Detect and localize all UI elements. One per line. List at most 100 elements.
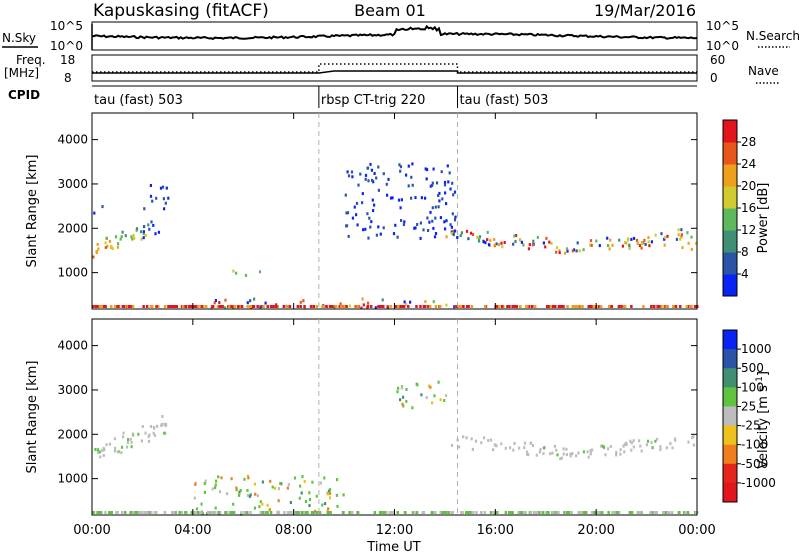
scatter-cell — [293, 476, 297, 480]
scatter-cell — [632, 445, 635, 449]
scatter-cell — [165, 186, 168, 190]
scatter-cell — [455, 305, 458, 308]
scatter-cell — [449, 223, 452, 227]
scatter-cell — [372, 209, 375, 213]
scatter-cell — [445, 219, 448, 223]
scatter-cell — [405, 399, 408, 403]
scatter-cell — [300, 511, 304, 514]
scatter-cell — [148, 511, 151, 514]
scatter-cell — [630, 441, 633, 445]
scatter-cell — [596, 511, 599, 514]
scatter-cell — [131, 305, 135, 308]
scatter-cell — [344, 193, 347, 197]
scatter-cell — [289, 501, 292, 504]
noise-right-tick-bottom: 10^0 — [706, 39, 739, 53]
colorbar-tick-label: 20 — [741, 179, 756, 193]
colorbar-tick-label: 8 — [741, 245, 749, 259]
scatter-cell — [390, 511, 394, 514]
scatter-cell — [312, 305, 315, 308]
scatter-cell — [562, 452, 565, 456]
scatter-cell — [537, 511, 541, 514]
scatter-cell — [476, 235, 479, 239]
scatter-cell — [275, 305, 278, 308]
scatter-cell — [564, 251, 567, 255]
scatter-cell — [513, 305, 517, 308]
scatter-cell — [265, 511, 268, 514]
scatter-cell — [650, 441, 653, 444]
scatter-cell — [511, 511, 514, 514]
scatter-cell — [121, 511, 124, 514]
scatter-cell — [454, 229, 457, 233]
scatter-cell — [555, 246, 559, 250]
scatter-cell — [440, 170, 443, 174]
scatter-cell — [559, 305, 562, 308]
scatter-cell — [389, 305, 392, 308]
scatter-cell — [240, 305, 244, 308]
scatter-cell — [551, 511, 555, 514]
scatter-cell — [359, 172, 362, 176]
scatter-cell — [336, 478, 339, 482]
scatter-cell — [444, 227, 447, 231]
scatter-cell — [549, 305, 553, 308]
scatter-cell — [335, 493, 338, 497]
scatter-cell — [153, 426, 156, 430]
scatter-cell — [325, 305, 328, 308]
scatter-cell — [578, 249, 581, 253]
scatter-cell — [679, 305, 682, 308]
scatter-cell — [431, 206, 434, 210]
scatter-cell — [432, 167, 435, 171]
scatter-cell — [143, 511, 147, 514]
scatter-cell — [609, 238, 612, 242]
scatter-cell — [394, 223, 397, 227]
scatter-cell — [345, 211, 348, 215]
scatter-cell — [305, 511, 308, 514]
scatter-cell — [411, 162, 414, 166]
scatter-cell — [397, 198, 401, 202]
scatter-cell — [247, 476, 250, 480]
power-ylabel: Slant Range [km] — [25, 155, 40, 268]
scatter-cell — [553, 444, 556, 448]
scatter-cell — [246, 301, 249, 305]
scatter-cell — [121, 305, 125, 308]
scatter-cell — [623, 443, 626, 446]
scatter-cell — [347, 174, 351, 178]
scatter-cell — [512, 242, 515, 246]
scatter-cell — [630, 237, 633, 241]
scatter-cell — [101, 449, 104, 453]
scatter-cell — [443, 180, 447, 184]
frequency-line — [92, 70, 697, 74]
scatter-cell — [608, 247, 611, 251]
scatter-cell — [639, 444, 642, 448]
scatter-cell — [120, 235, 123, 239]
scatter-cell — [283, 511, 286, 514]
scatter-cell — [504, 511, 508, 514]
scatter-cell — [398, 163, 401, 167]
scatter-cell — [438, 191, 441, 195]
scatter-cell — [399, 206, 402, 210]
scatter-cell — [235, 486, 238, 490]
scatter-cell — [660, 232, 663, 236]
scatter-cell — [451, 181, 454, 185]
nave-label: Nave — [748, 64, 779, 78]
scatter-cell — [304, 500, 308, 503]
scatter-cell — [190, 305, 193, 308]
scatter-cell — [338, 305, 341, 308]
scatter-cell — [371, 178, 374, 182]
scatter-cell — [665, 305, 668, 308]
scatter-cell — [638, 244, 641, 248]
scatter-cell — [96, 305, 99, 308]
scatter-cell — [297, 511, 300, 514]
scatter-cell — [656, 437, 659, 441]
colorbar-cell — [723, 164, 737, 187]
freq-label: Freq. — [16, 53, 46, 67]
scatter-cell — [519, 511, 522, 514]
scatter-cell — [437, 205, 440, 209]
scatter-cell — [441, 197, 444, 201]
scatter-cell — [467, 511, 471, 514]
colorbar-tick-label: 24 — [741, 157, 756, 171]
power-panel: Slant Range [km] 1000 2000 3000 4000 4 8 12 16… — [25, 112, 771, 310]
scatter-cell — [133, 511, 137, 514]
scatter-cell — [600, 444, 603, 448]
colorbar-tick-label: 28 — [741, 135, 756, 149]
scatter-cell — [323, 476, 326, 480]
